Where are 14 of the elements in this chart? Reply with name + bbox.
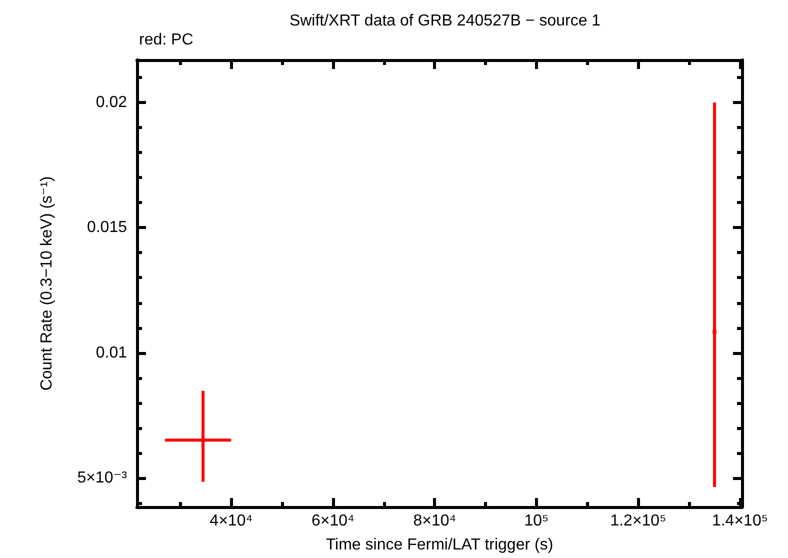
y-tick-label: 0.015 [86, 219, 128, 236]
x-tick-label: 1.4×10⁵ [712, 512, 768, 530]
text: red: PC [139, 32, 194, 48]
y-tick-label: 0.02 [96, 94, 128, 112]
x-tick-label: 8×10⁴ [413, 512, 456, 530]
y-axis-title: Count Rate (0.3−10 keV) (s⁻¹) [38, 176, 56, 391]
x-tick-label: 4×10⁴ [210, 512, 253, 530]
x-tick-label: 1.2×10⁵ [610, 512, 666, 530]
x-tick-label: 10⁵ [524, 512, 549, 530]
y-tick-label: 0.01 [96, 344, 128, 362]
x-axis-title: Time since Fermi/LAT trigger (s) [326, 536, 554, 554]
y-tick-label: 5×10⁻³ [77, 469, 128, 486]
chart-title: Swift/XRT data of GRB 240527B − source 1 [289, 12, 601, 30]
x-tick-label: 6×10⁴ [311, 512, 354, 530]
